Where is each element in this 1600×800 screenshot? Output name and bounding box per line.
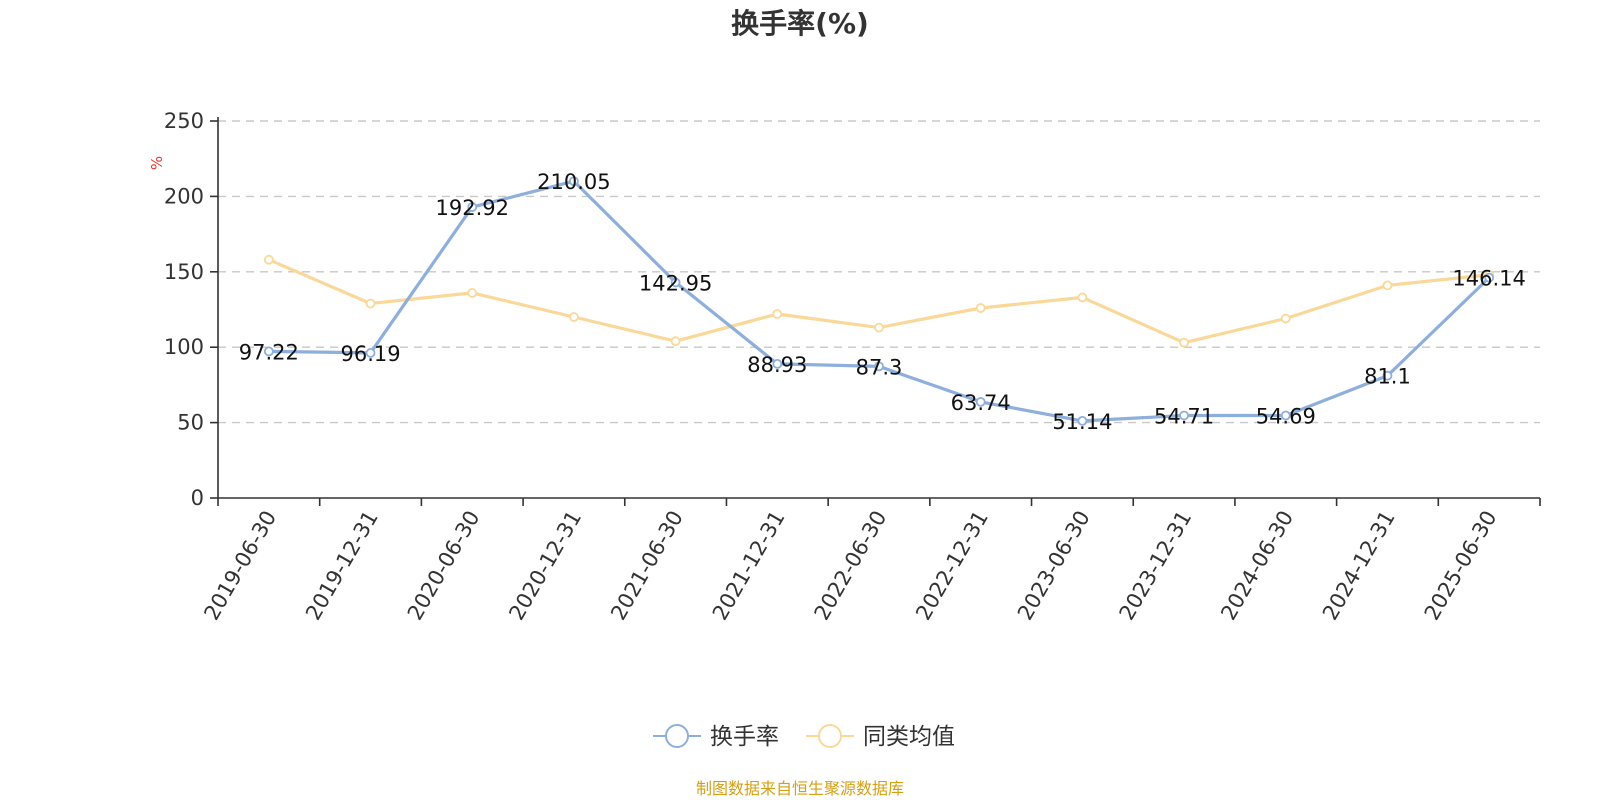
source-note: 制图数据来自恒生聚源数据库 — [696, 779, 904, 798]
data-point[interactable] — [365, 298, 376, 309]
legend-marker — [665, 724, 689, 748]
series-points — [263, 176, 1495, 426]
data-label: 81.1 — [1364, 365, 1411, 389]
y-tick-label: 150 — [164, 260, 204, 284]
x-tick-label: 2022-12-31 — [911, 507, 993, 625]
data-point[interactable] — [263, 346, 274, 357]
y-tick-labels: 0 50 100 150 200 250 — [164, 109, 204, 510]
data-point[interactable] — [975, 396, 986, 407]
x-tick-label: 2024-12-31 — [1318, 507, 1400, 625]
legend[interactable]: 换手率 同类均值 — [653, 724, 955, 750]
data-point[interactable] — [874, 361, 884, 372]
x-tick-label: 2023-12-31 — [1115, 507, 1197, 625]
x-tick-label: 2024-06-30 — [1216, 507, 1298, 625]
x-tick-label: 2021-06-30 — [606, 507, 688, 625]
data-labels: 97.22 96.19 192.92 210.05 142.95 88.93 87.3 63.… — [239, 170, 1526, 434]
axes — [210, 117, 1541, 506]
y-tick-label: 100 — [164, 335, 204, 359]
data-label: 51.14 — [1052, 410, 1112, 434]
data-label: 142.95 — [639, 271, 712, 295]
data-point[interactable] — [1484, 272, 1495, 283]
chart-title: 换手率(%) — [731, 7, 869, 40]
data-point[interactable] — [670, 277, 681, 288]
legend-item[interactable]: 同类均值 — [806, 724, 955, 750]
data-label: 96.19 — [340, 342, 400, 366]
data-point[interactable] — [874, 322, 884, 333]
data-point[interactable] — [569, 312, 579, 322]
data-point[interactable] — [365, 348, 376, 358]
x-tick-label: 2020-06-30 — [403, 507, 485, 625]
data-label: 87.3 — [856, 355, 903, 379]
data-point[interactable] — [772, 309, 783, 319]
data-label: 88.93 — [747, 353, 807, 377]
legend-marker — [818, 724, 842, 748]
data-label: 54.69 — [1256, 405, 1316, 429]
data-point[interactable] — [1280, 313, 1291, 324]
y-tick-label: 250 — [164, 109, 204, 133]
data-point[interactable] — [569, 176, 579, 187]
legend-label: 换手率 — [710, 724, 779, 750]
x-tick-label: 2025-06-30 — [1420, 507, 1502, 625]
y-axis-unit: % — [148, 156, 166, 170]
x-tick-label: 2019-12-31 — [301, 507, 383, 625]
x-tick-labels: 2019-06-30 2019-12-31 2020-06-30 2020-12-31… — [199, 507, 1501, 625]
legend-item[interactable]: 换手率 — [653, 724, 779, 750]
data-label: 146.14 — [1452, 267, 1525, 291]
x-tick-label: 2021-12-31 — [708, 507, 790, 625]
data-label: 192.92 — [435, 196, 508, 220]
data-label: 210.05 — [537, 170, 610, 194]
grid-lines — [218, 120, 1540, 424]
data-point[interactable] — [670, 336, 681, 347]
x-tick-label: 2020-12-31 — [504, 507, 586, 625]
data-point[interactable] — [1077, 292, 1088, 303]
data-point[interactable] — [467, 202, 478, 212]
data-point[interactable] — [1179, 337, 1189, 348]
data-point[interactable] — [1280, 410, 1291, 421]
x-tick-label: 2019-06-30 — [199, 507, 281, 625]
data-point[interactable] — [772, 358, 783, 369]
data-point[interactable] — [263, 254, 274, 265]
x-tick-label: 2022-06-30 — [810, 507, 892, 625]
data-point[interactable] — [975, 303, 986, 313]
y-tick-label: 0 — [191, 486, 204, 510]
data-point[interactable] — [1382, 370, 1393, 381]
data-point[interactable] — [1382, 280, 1393, 291]
data-point[interactable] — [1077, 415, 1088, 426]
data-point[interactable] — [467, 288, 478, 298]
data-label: 54.71 — [1154, 404, 1214, 428]
x-tick-label: 2023-06-30 — [1013, 507, 1095, 625]
y-tick-label: 50 — [177, 411, 204, 435]
y-tick-label: 200 — [164, 184, 204, 208]
data-label: 63.74 — [951, 391, 1011, 415]
data-label: 97.22 — [239, 340, 299, 364]
data-point[interactable] — [1179, 410, 1189, 421]
legend-label: 同类均值 — [863, 724, 955, 750]
